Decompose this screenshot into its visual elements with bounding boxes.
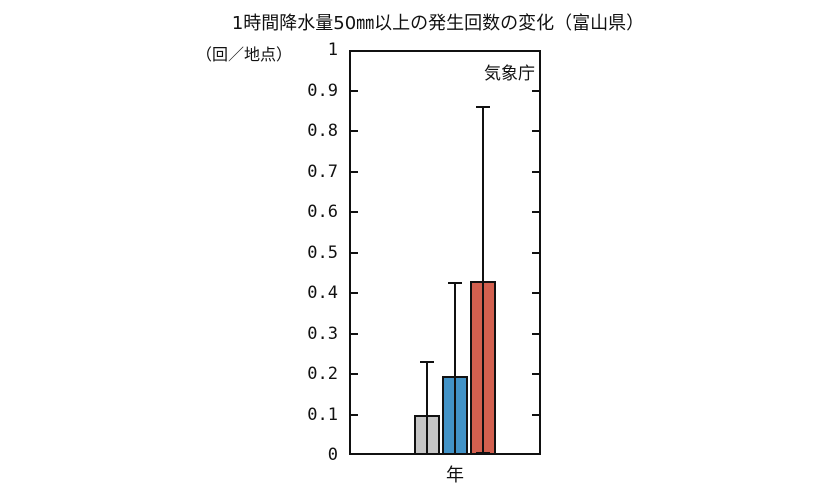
source-annotation: 気象庁 xyxy=(484,64,535,84)
error-bar-line xyxy=(454,282,456,455)
y-tick-label: 0.6 xyxy=(307,202,338,222)
y-tick-label: 0.1 xyxy=(307,404,338,425)
y-tick-mark xyxy=(532,211,539,213)
y-tick-mark xyxy=(351,292,358,294)
error-bar-cap-bottom xyxy=(476,451,490,454)
error-bar-cap-top xyxy=(420,360,434,363)
y-tick-mark xyxy=(532,251,539,254)
y-tick-label: 0.7 xyxy=(307,161,338,182)
error-bar-line xyxy=(482,106,484,453)
y-tick-mark xyxy=(532,413,539,416)
error-bar-cap-top xyxy=(448,281,462,284)
error-bar-line xyxy=(426,361,428,455)
y-axis-unit-label: （回／地点） xyxy=(195,45,292,64)
y-tick-mark xyxy=(532,332,539,335)
y-tick-mark xyxy=(532,89,539,92)
x-axis-label: 年 xyxy=(446,465,464,486)
y-tick-label: 0.2 xyxy=(307,364,338,384)
chart-title: 1時間降水量50㎜以上の発生回数の変化（富山県） xyxy=(231,13,645,34)
y-tick-mark xyxy=(351,373,358,375)
y-tick-label: 0.8 xyxy=(307,121,338,141)
y-tick-label: 0 xyxy=(327,445,338,465)
y-tick-mark xyxy=(351,413,358,416)
y-tick-mark xyxy=(532,170,539,173)
y-tick-mark xyxy=(351,170,358,173)
y-tick-label: 0.9 xyxy=(307,80,338,101)
y-tick-mark xyxy=(351,211,358,213)
error-bar-cap-top xyxy=(476,105,490,108)
y-tick-mark xyxy=(532,130,539,132)
y-tick-mark xyxy=(351,332,358,335)
y-tick-mark xyxy=(351,251,358,254)
y-tick-label: 0.3 xyxy=(307,323,338,344)
y-tick-mark xyxy=(532,292,539,294)
y-tick-label: 0.5 xyxy=(307,242,338,263)
y-tick-mark xyxy=(351,89,358,92)
y-tick-label: 1 xyxy=(327,40,338,60)
y-tick-mark xyxy=(532,373,539,375)
y-tick-mark xyxy=(351,130,358,132)
y-tick-label: 0.4 xyxy=(307,283,338,303)
